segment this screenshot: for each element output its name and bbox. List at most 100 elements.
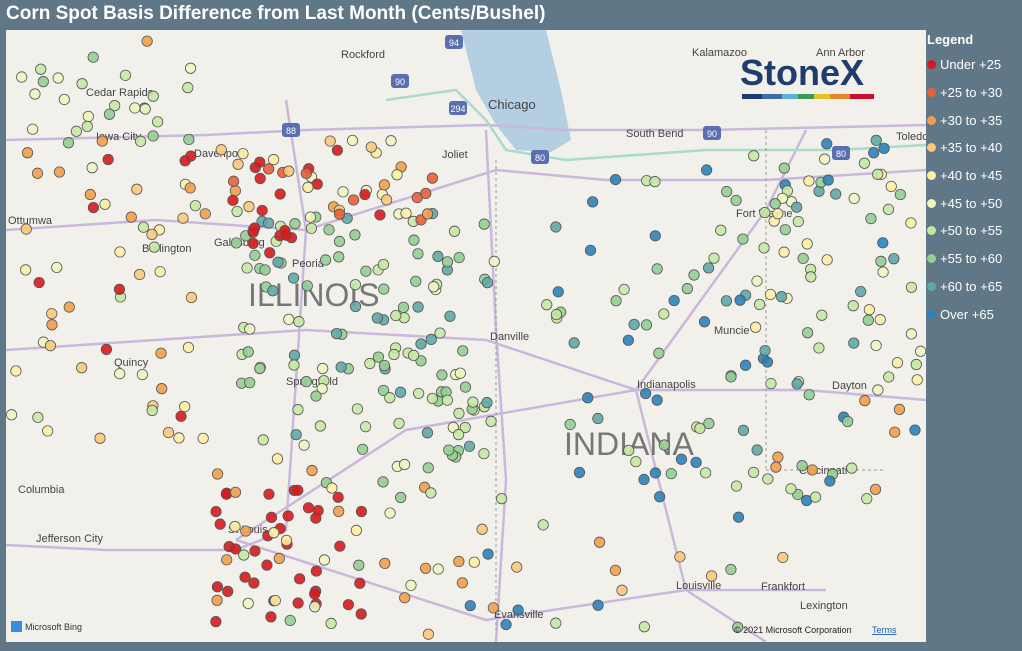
site-dot [894,188,906,201]
site-dot [410,275,422,287]
site-dot [592,412,604,425]
site-dot [584,244,597,256]
site-dot [421,427,434,439]
legend-swatch [927,171,936,181]
site-dot [137,221,150,233]
site-dot [651,394,663,406]
site-dot [256,204,268,217]
site-dot [791,378,803,390]
site-dot [103,108,116,120]
site-dot [197,432,209,444]
terms-link[interactable]: Terms [872,625,897,635]
site-dot [730,194,742,207]
site-dot [84,188,96,201]
site-dot [694,422,706,434]
site-dot [415,338,427,350]
site-dot [310,565,322,577]
site-dot [331,144,343,156]
site-dot [215,144,227,156]
site-dot [302,181,314,193]
site-dot [468,556,480,568]
site-dot [801,238,813,250]
site-dot [397,301,410,313]
site-dot [292,404,304,416]
site-dot [564,418,576,431]
site-dot [310,390,322,402]
legend-item[interactable]: Under +25 [927,51,1002,79]
site-dot [806,464,818,476]
site-dot [254,156,266,168]
site-dot [822,174,834,186]
site-dot [725,371,737,383]
site-dot [425,487,437,499]
site-dot [802,327,814,339]
site-dot [737,233,749,245]
site-dot [378,359,391,372]
legend: Legend Under +25 +25 to +30 +30 to +35 +35 … [927,32,1002,328]
site-dot [861,493,873,505]
site-dot [129,102,141,114]
site-dot [649,230,661,242]
site-dot [751,275,763,287]
site-dot [630,456,642,468]
legend-label: Over +65 [940,306,994,322]
site-dot [909,424,921,436]
site-dot [378,283,390,295]
legend-item[interactable]: +50 to +55 [927,217,1002,245]
legend-label: +25 to +30 [940,85,1003,101]
site-dot [720,295,733,307]
site-dot [487,602,499,614]
site-dot [298,439,310,451]
title: Corn Spot Basis Difference from Last Mon… [6,3,546,24]
site-dot [27,123,39,135]
site-dot [155,347,167,359]
site-dot [220,488,233,500]
site-dot [184,182,196,194]
site-dot [354,577,366,589]
site-dot [377,258,390,271]
place-label: Danville [490,331,529,343]
site-dot [357,443,369,455]
place-label: Jefferson City [36,533,104,545]
legend-item[interactable]: +45 to +50 [927,189,1002,217]
site-dot [134,135,147,147]
site-dot [893,403,906,415]
site-dot [422,628,435,640]
site-dot [622,334,634,346]
site-dot [751,444,763,456]
site-dot [444,310,456,322]
site-dot [238,549,250,561]
site-dot [384,392,396,404]
legend-item[interactable]: +25 to +30 [927,79,1002,107]
legend-item[interactable]: +60 to +65 [927,273,1002,301]
lake-michigan [461,30,571,152]
place-label: Peoria [292,258,325,270]
site-dot [456,577,468,589]
site-dot [162,426,175,439]
highway-number: 90 [707,129,717,139]
highway-number: 90 [395,77,405,87]
site-dot [381,194,393,206]
site-dot [805,271,817,283]
map[interactable]: Rockford Kalamazoo Ann Arbor Cedar Rapids Ch… [6,30,926,642]
site-dot [874,314,886,326]
site-dot [29,88,41,100]
legend-item[interactable]: +40 to +45 [927,162,1002,190]
state-border [765,130,886,471]
site-dot [378,179,390,191]
site-dot [326,482,338,494]
legend-item[interactable]: +35 to +40 [927,134,1002,162]
site-dot [883,371,895,383]
site-dot [395,491,407,504]
legend-item[interactable]: Over +65 [927,300,1002,328]
legend-item[interactable]: +55 to +60 [927,245,1002,273]
site-dot [292,484,304,496]
site-dot [100,343,113,355]
site-dot [905,281,918,293]
legend-item[interactable]: +30 to +35 [927,106,1002,134]
legend-swatch [927,254,936,264]
legend-swatch [927,281,936,291]
site-dot [453,555,465,568]
site-dot [179,401,191,413]
site-dot [109,100,121,112]
